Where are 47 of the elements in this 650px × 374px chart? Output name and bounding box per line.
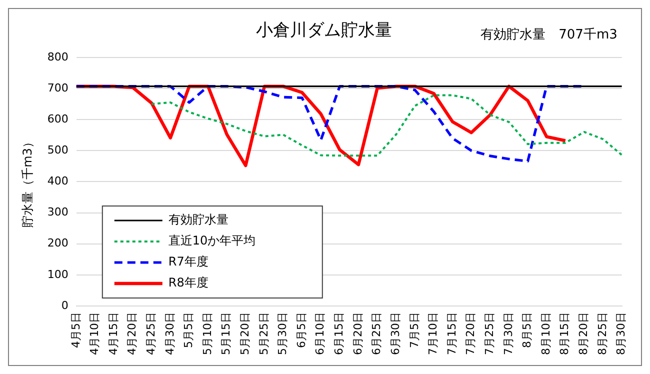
x-tick-label: 5月5日 [182,312,196,348]
x-tick-label: 7月15日 [445,312,458,356]
x-tick-label: 5月30日 [276,312,290,356]
x-tick-label: 7月10日 [426,312,440,356]
y-tick-label: 200 [47,236,68,250]
legend-label: 有効貯水量 [168,212,228,227]
y-axis-title: 貯水量（千m3） [20,136,34,228]
x-tick-label: 6月25日 [370,312,384,356]
x-tick-label: 6月30日 [388,312,402,356]
y-tick-label: 500 [47,143,68,156]
x-tick-label: 4月15日 [106,312,120,356]
chart-title: 小倉川ダム貯水量 [256,20,392,41]
x-tick-label: 5月25日 [257,312,270,356]
line-series [150,94,623,157]
x-tick-label: 6月20日 [351,312,364,356]
x-tick-label: 8月30日 [614,312,628,356]
x-tick-label: 4月30日 [163,312,176,356]
x-tick-label: 5月20日 [238,312,252,356]
x-tick-label: 7月25日 [483,312,496,356]
x-tick-label: 4月20日 [126,312,139,356]
x-tick-label: 5月15日 [220,312,233,356]
x-tick-label: 8月25日 [596,312,609,356]
x-tick-label: 7月20日 [464,312,478,356]
x-tick-label: 8月20日 [577,312,590,356]
y-tick-label: 800 [47,50,68,64]
x-tick-label: 4月10日 [88,312,102,356]
x-tick-label: 8月5日 [520,312,534,348]
y-tick-label: 600 [47,112,68,126]
y-tick-label: 300 [47,206,68,219]
legend-label: R8年度 [168,276,208,290]
legend-label: 直近10か年平均 [168,234,256,248]
y-tick-label: 400 [47,174,68,188]
text: 有効貯水量 707千m3 [480,27,618,42]
x-tick-label: 6月5日 [294,312,308,348]
legend-label: R7年度 [168,254,208,269]
y-tick-label: 100 [47,268,68,281]
x-tick-label: 6月15日 [332,312,346,356]
x-tick-label: 7月5日 [408,312,421,348]
y-tick-label: 0 [61,298,68,312]
x-tick-label: 8月10日 [539,312,552,356]
y-tick-label: 700 [47,81,68,94]
x-tick-label: 4月5日 [69,312,82,348]
x-tick-label: 4月25日 [144,312,158,356]
x-tick-label: 5月10日 [200,312,214,356]
x-tick-label: 6月10日 [314,312,327,356]
x-tick-label: 8月15日 [558,312,572,356]
x-tick-label: 7月30日 [502,312,515,356]
